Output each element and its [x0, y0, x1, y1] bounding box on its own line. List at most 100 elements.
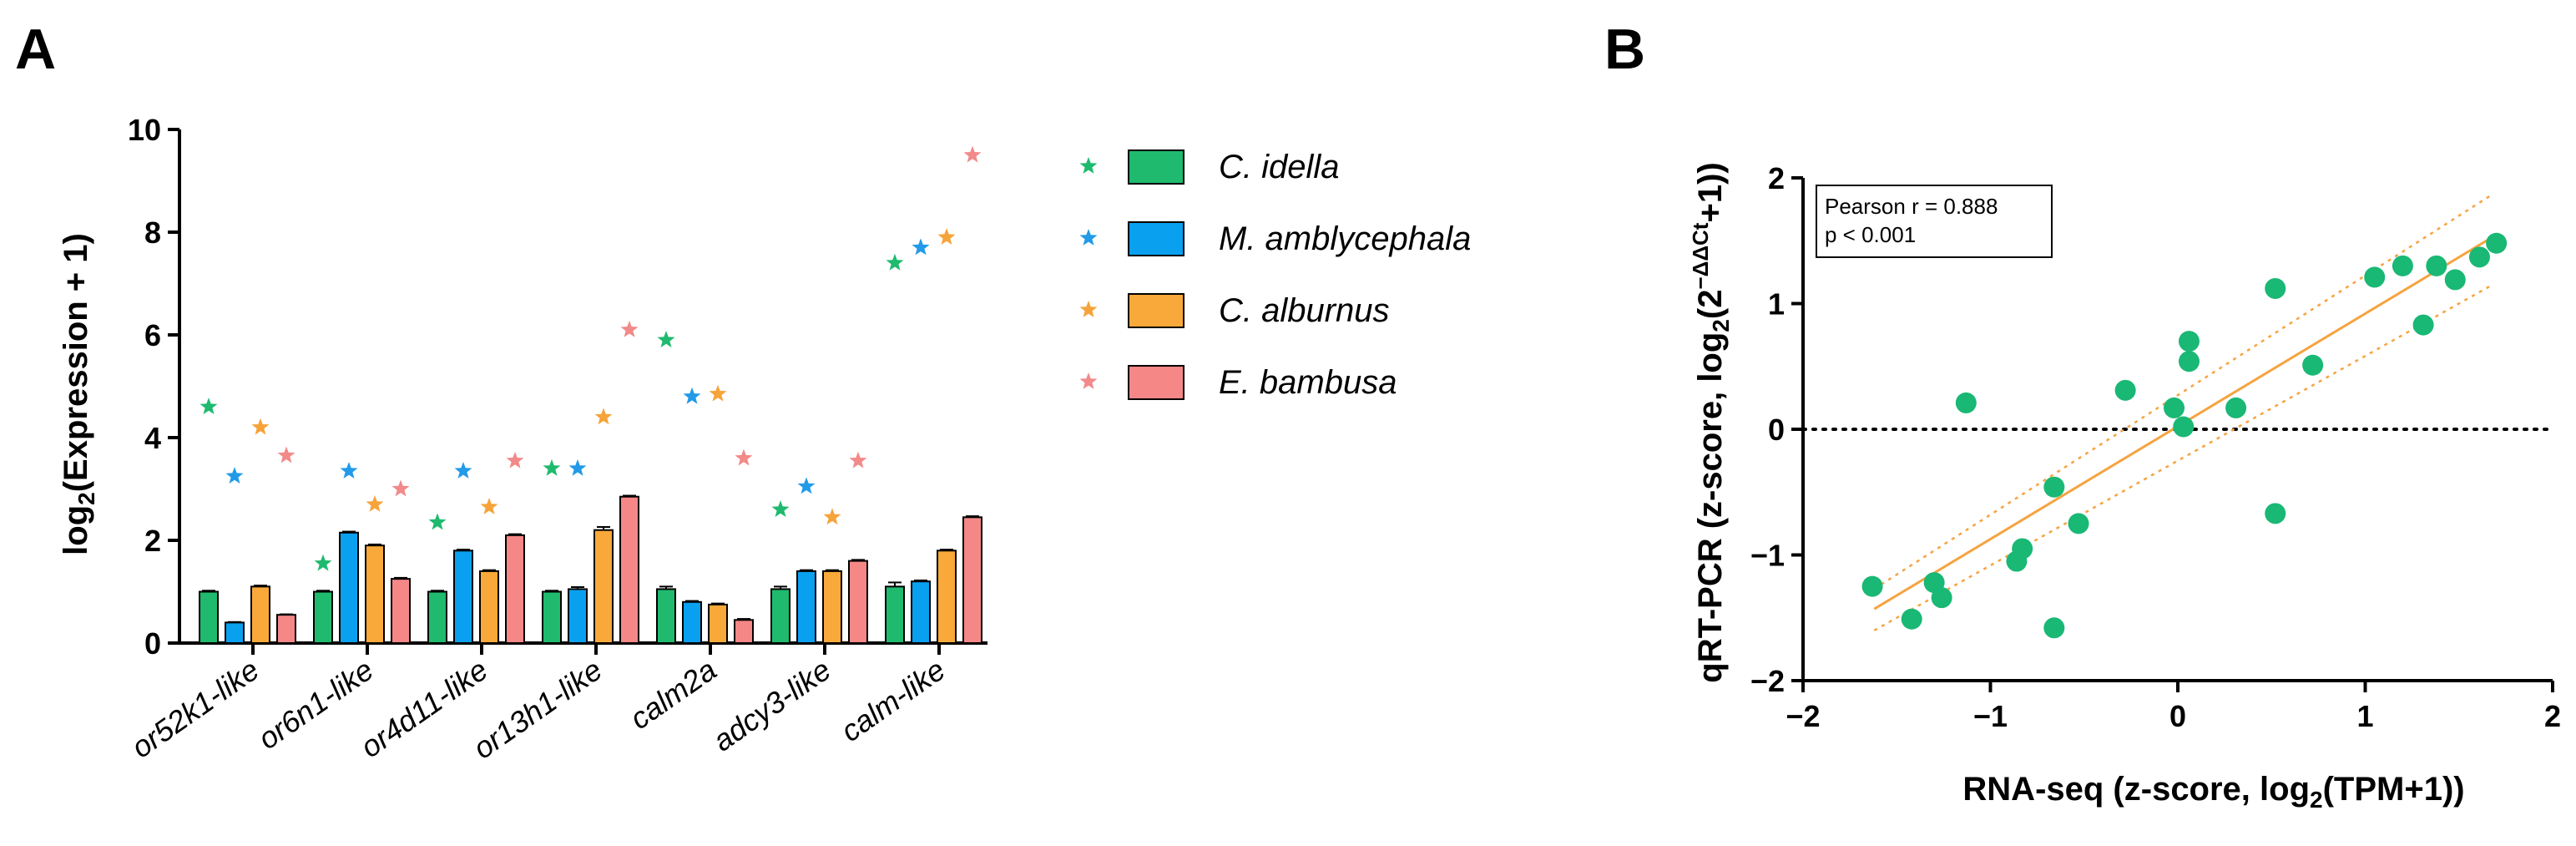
panel-b-x-tick-label: 0: [2169, 699, 2186, 733]
bar: [568, 588, 588, 644]
bar: [682, 600, 702, 644]
panel-b-y-tick-label: −2: [1750, 664, 1785, 698]
star-marker: [391, 479, 410, 497]
bar: [911, 580, 931, 645]
panel-b-x-tick-label: 2: [2544, 699, 2561, 733]
star-marker: [620, 320, 639, 337]
category-label: calm2a: [624, 652, 723, 736]
scatter-point: [2043, 617, 2065, 639]
scatter-point: [2265, 503, 2286, 524]
bar: [796, 570, 816, 645]
bar: [848, 560, 868, 644]
panel-a-y-tick-label: 4: [144, 421, 161, 455]
bar: [734, 619, 754, 645]
bar: [391, 578, 411, 644]
scatter-point: [2178, 351, 2200, 372]
star-marker: [314, 554, 332, 571]
star-marker: [277, 446, 295, 464]
legend-label: C. alburnus: [1219, 292, 1390, 329]
legend-swatch: [1128, 149, 1184, 185]
panel-b-y-label-sup: −ΔΔCt: [1688, 222, 1713, 289]
bar: [199, 590, 219, 644]
scatter-point: [2444, 269, 2466, 291]
legend-label: E. bambusa: [1219, 364, 1397, 401]
scatter-point: [2114, 379, 2136, 401]
legend-star-icon: [1079, 301, 1098, 317]
star-marker: [849, 451, 867, 469]
panel-b-x-axis-label: RNA-seq (z-score, log2(TPM+1)): [1962, 771, 2464, 813]
stats-box: Pearson r = 0.888 p < 0.001: [1816, 185, 2053, 258]
bar: [593, 529, 614, 645]
bar: [225, 621, 245, 645]
star-marker: [366, 495, 384, 512]
scatter-point: [2265, 277, 2286, 299]
star-marker: [251, 418, 270, 435]
bar: [365, 545, 385, 645]
star-marker: [200, 398, 218, 414]
scatter-point: [2426, 255, 2447, 276]
scatter-point: [2364, 266, 2386, 288]
panel-a-y-tick-label: 8: [144, 215, 161, 250]
bar: [822, 570, 842, 645]
confidence-band-upper: [1873, 193, 2493, 590]
panel-b-y-label-mid: (2: [1692, 290, 1729, 320]
panel-a-y-label-rest: (Expression + 1): [58, 233, 94, 492]
star-marker: [709, 384, 727, 402]
scatter-point: [2178, 331, 2200, 352]
panel-b-x-label-main: RNA-seq (z-score, log: [1962, 771, 2310, 808]
star-marker: [506, 451, 524, 469]
bar: [937, 550, 957, 644]
legend-star-icon: [1079, 372, 1098, 389]
bar: [313, 590, 333, 644]
bar: [479, 570, 499, 645]
star-marker: [225, 467, 244, 484]
bar: [770, 588, 790, 644]
star-marker: [683, 387, 701, 404]
panel-b-y-label-rest: +1)): [1692, 162, 1729, 222]
category-label: or13h1-like: [467, 652, 608, 766]
bar: [276, 614, 296, 644]
star-marker: [454, 462, 472, 479]
bar: [427, 590, 447, 644]
scatter-point: [2068, 513, 2089, 534]
star-marker: [886, 253, 904, 271]
scatter-point: [2012, 538, 2033, 560]
category-label: calm-like: [835, 652, 952, 748]
star-marker: [340, 462, 358, 479]
legend-label: C. idella: [1219, 149, 1340, 185]
legend-label: M. amblycephala: [1219, 220, 1471, 257]
panel-a-y-axis-label: log2(Expression + 1): [58, 233, 99, 555]
scatter-point: [1901, 608, 1922, 630]
bar: [962, 516, 982, 645]
stats-p-value: p < 0.001: [1825, 222, 1916, 247]
scatter-point: [2225, 397, 2247, 418]
bar: [453, 550, 473, 644]
panel-b-y-tick-label: 1: [1768, 287, 1785, 322]
star-marker: [657, 331, 675, 347]
panel-a-y-tick-label: 0: [144, 626, 161, 661]
star-marker: [594, 408, 613, 425]
panel-b-letter: B: [1604, 18, 1645, 81]
panel-a-letter: A: [15, 18, 56, 81]
scatter-chart-panel-b: qRT-PCR (z-score, log2(2−ΔΔCt+1)) RNA-se…: [1688, 161, 2561, 813]
star-marker: [937, 228, 956, 245]
scatter-point: [2173, 416, 2195, 438]
panel-b-y-label-sub: 2: [1708, 319, 1734, 332]
scatter-point: [2043, 476, 2065, 498]
star-marker: [912, 238, 930, 256]
scatter-point: [2412, 314, 2434, 336]
bar: [885, 585, 905, 644]
panel-b-x-tick-label: −1: [1973, 699, 2008, 733]
legend-swatch: [1128, 293, 1184, 328]
panel-b-y-tick-label: 0: [1768, 413, 1785, 447]
star-marker: [735, 448, 753, 466]
scatter-point: [2392, 255, 2413, 276]
panel-a-y-tick-label: 10: [128, 113, 161, 147]
bar: [339, 531, 359, 645]
scatter-point: [1861, 575, 1883, 597]
panel-b-x-label-rest: (TPM+1)): [2323, 771, 2465, 808]
scatter-point: [2486, 232, 2508, 254]
panel-a-y-label-sub: 2: [73, 492, 99, 505]
